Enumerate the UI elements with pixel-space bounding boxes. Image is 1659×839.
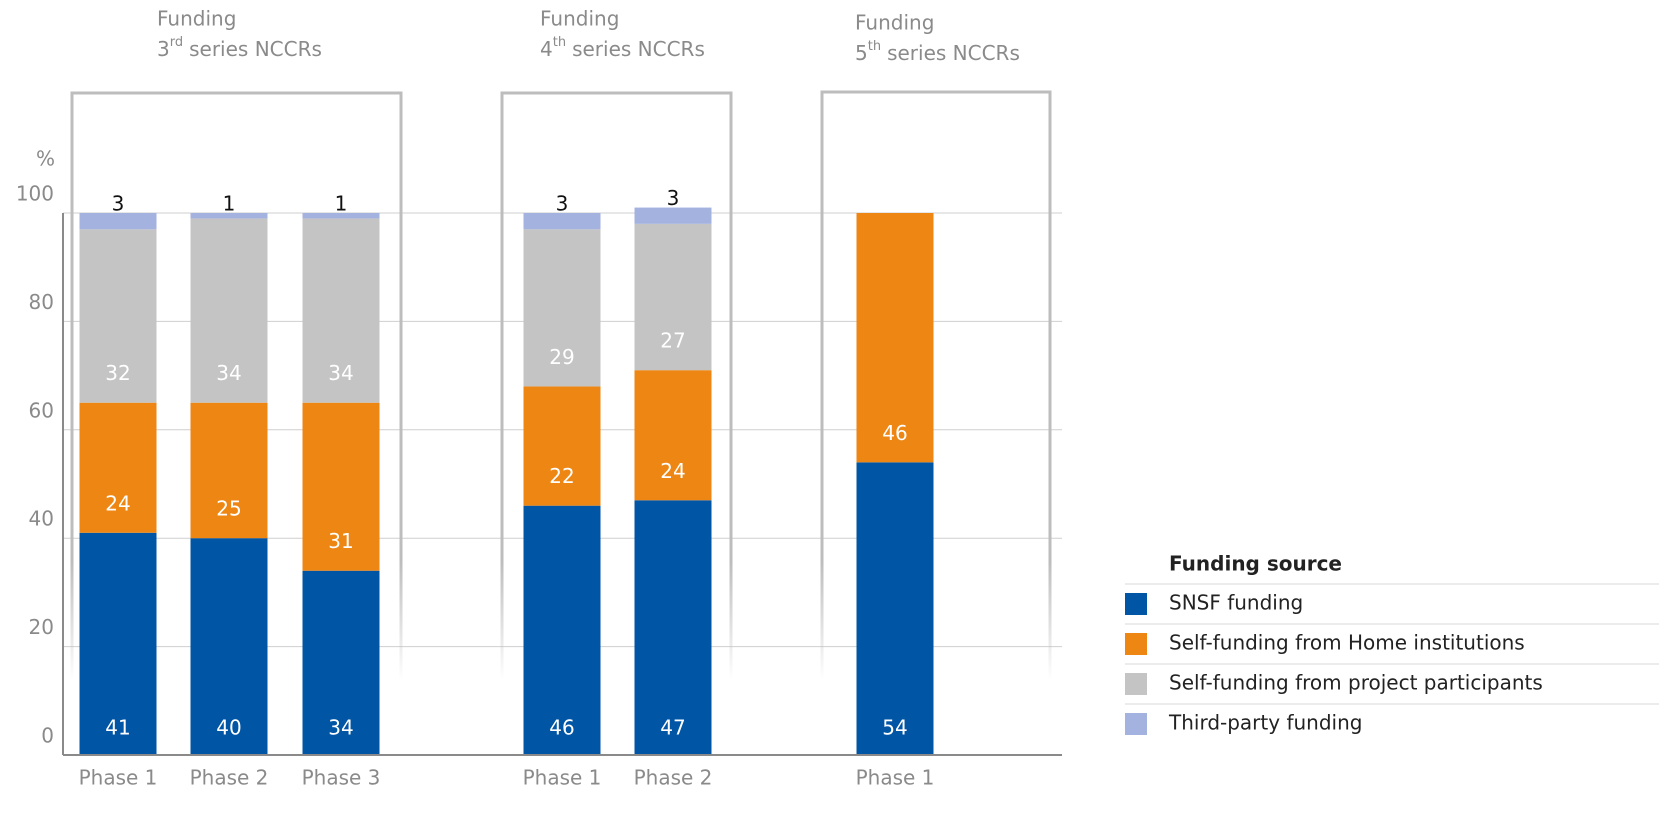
bar-segment bbox=[302, 213, 380, 219]
data-label: 34 bbox=[328, 361, 353, 385]
x-tick-label: Phase 2 bbox=[190, 766, 269, 790]
group-suffix: th bbox=[868, 39, 881, 54]
group-rest: series NCCRs bbox=[887, 41, 1020, 65]
data-label: 3 bbox=[667, 186, 680, 210]
bar-segment bbox=[634, 370, 712, 501]
legend-swatch bbox=[1125, 633, 1147, 655]
data-label: 24 bbox=[105, 491, 130, 515]
data-label: 27 bbox=[660, 329, 685, 353]
bar-segment bbox=[856, 213, 934, 463]
group-rest: series NCCRs bbox=[189, 37, 322, 61]
group-rest: series NCCRs bbox=[572, 37, 705, 61]
data-label: 46 bbox=[549, 716, 574, 740]
bar-segment bbox=[302, 218, 380, 403]
group-box bbox=[820, 90, 1052, 680]
x-tick-label: Phase 3 bbox=[302, 766, 381, 790]
group-ordinal: 5 bbox=[855, 41, 868, 65]
bar-segment bbox=[523, 229, 601, 387]
data-label: 1 bbox=[223, 192, 236, 216]
x-tick-label: Phase 1 bbox=[79, 766, 158, 790]
group-subtitle: 5th series NCCRs bbox=[855, 39, 1020, 65]
data-label: 1 bbox=[335, 192, 348, 216]
data-label: 47 bbox=[660, 716, 685, 740]
bar-segment bbox=[79, 532, 157, 755]
group-title: Funding bbox=[157, 7, 236, 31]
data-label: 32 bbox=[105, 361, 130, 385]
data-label: 34 bbox=[328, 716, 353, 740]
legend-label: Third-party funding bbox=[1168, 711, 1362, 735]
bar-segment bbox=[856, 462, 934, 755]
bar-segment bbox=[634, 500, 712, 755]
bar-segment bbox=[634, 223, 712, 371]
group-title: Funding bbox=[855, 11, 934, 35]
legend-label: Self-funding from project participants bbox=[1169, 671, 1543, 695]
y-tick-label: 80 bbox=[29, 290, 54, 314]
data-label: 54 bbox=[882, 716, 907, 740]
bar-segment bbox=[79, 229, 157, 403]
legend-swatch bbox=[1125, 713, 1147, 735]
bar-segment bbox=[302, 402, 380, 571]
bar-segment bbox=[190, 218, 268, 403]
data-label: 41 bbox=[105, 716, 130, 740]
data-label: 3 bbox=[556, 192, 569, 216]
bar-segment bbox=[190, 538, 268, 755]
y-tick-label: 0 bbox=[41, 724, 54, 748]
bar-segment bbox=[634, 207, 712, 224]
data-label: 34 bbox=[216, 361, 241, 385]
group-subtitle: 4th series NCCRs bbox=[540, 35, 705, 61]
data-label: 31 bbox=[328, 529, 353, 553]
legend-swatch bbox=[1125, 673, 1147, 695]
bar-segment bbox=[190, 402, 268, 539]
x-tick-label: Phase 1 bbox=[523, 766, 602, 790]
group-subtitle: 3rd series NCCRs bbox=[157, 35, 322, 61]
data-label: 24 bbox=[660, 459, 685, 483]
bar-segment bbox=[523, 213, 601, 230]
group-box bbox=[70, 91, 403, 680]
data-label: 46 bbox=[882, 421, 907, 445]
group-title: Funding bbox=[540, 7, 619, 31]
group-box bbox=[500, 91, 733, 680]
y-tick-label: 60 bbox=[29, 398, 54, 422]
bar-segment bbox=[523, 505, 601, 755]
group-suffix: th bbox=[553, 35, 566, 50]
legend-label: Self-funding from Home institutions bbox=[1169, 631, 1525, 655]
bar-segment bbox=[523, 386, 601, 506]
bar-segment bbox=[79, 402, 157, 533]
legend-title: Funding source bbox=[1169, 552, 1342, 576]
data-label: 29 bbox=[549, 345, 574, 369]
group-suffix: rd bbox=[170, 35, 183, 50]
data-label: 3 bbox=[112, 192, 125, 216]
data-label: 22 bbox=[549, 464, 574, 488]
y-tick-label: 20 bbox=[29, 615, 54, 639]
x-tick-label: Phase 2 bbox=[634, 766, 713, 790]
group-ordinal: 3 bbox=[157, 37, 170, 61]
y-tick-label: 100 bbox=[16, 182, 54, 206]
data-label: 25 bbox=[216, 497, 241, 521]
bar-segment bbox=[79, 213, 157, 230]
legend-swatch bbox=[1125, 593, 1147, 615]
bar-segment bbox=[302, 570, 380, 755]
y-tick-label: 40 bbox=[29, 507, 54, 531]
legend-label: SNSF funding bbox=[1169, 591, 1303, 615]
data-label: 40 bbox=[216, 716, 241, 740]
x-tick-label: Phase 1 bbox=[856, 766, 935, 790]
group-ordinal: 4 bbox=[540, 37, 553, 61]
bar-segment bbox=[190, 213, 268, 219]
y-axis-label: % bbox=[36, 147, 55, 171]
